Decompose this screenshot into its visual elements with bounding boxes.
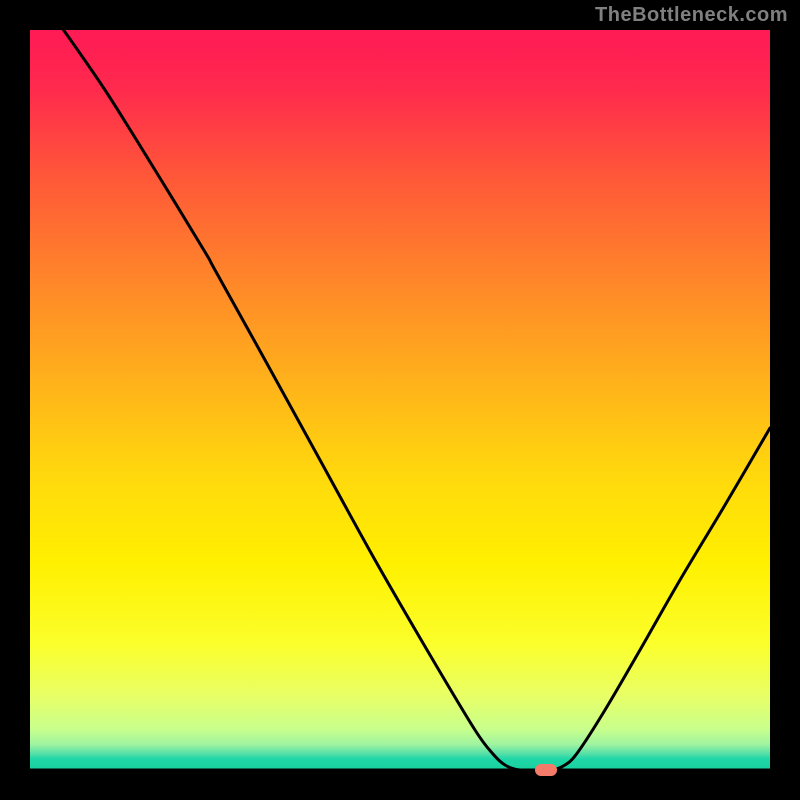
watermark-label: TheBottleneck.com — [595, 4, 788, 27]
chart-container: TheBottleneck.com — [0, 0, 800, 800]
optimal-marker — [535, 764, 557, 776]
bottleneck-chart — [0, 0, 800, 800]
plot-background — [30, 30, 770, 770]
